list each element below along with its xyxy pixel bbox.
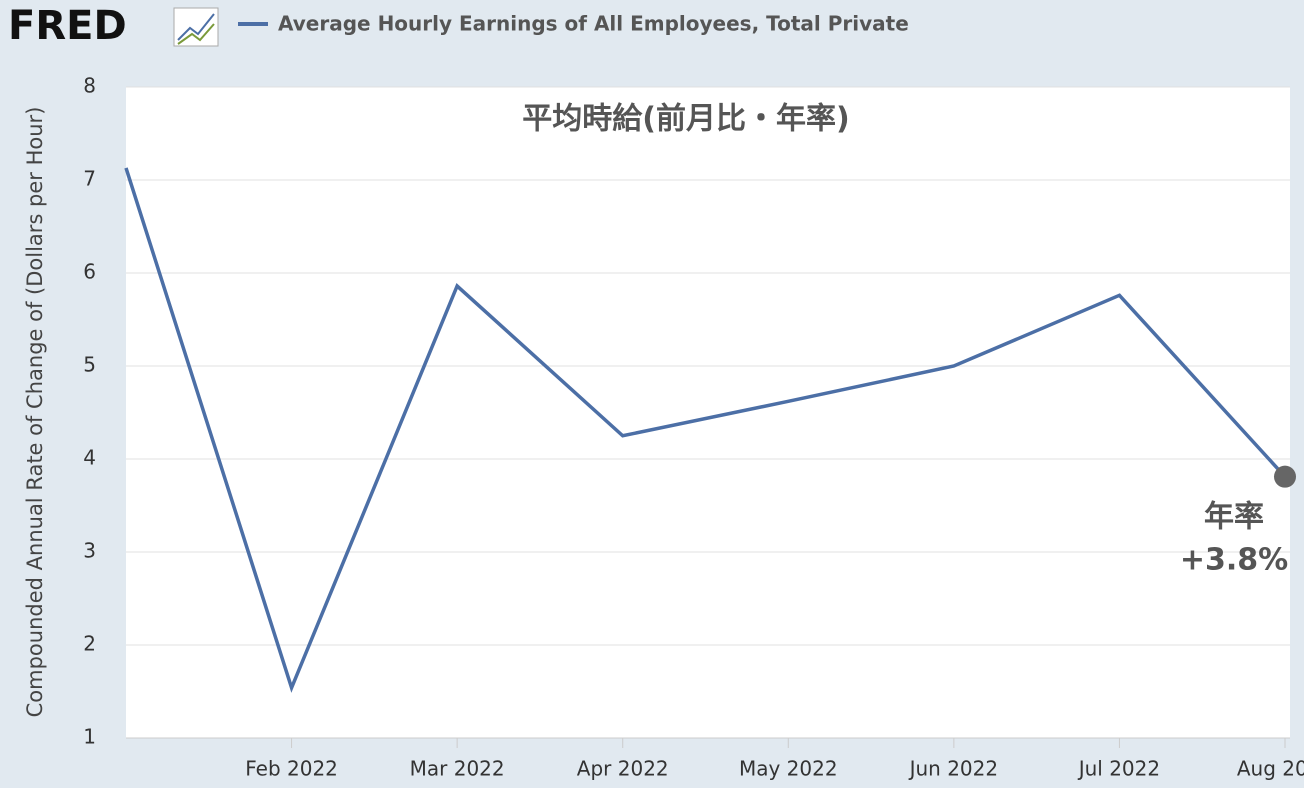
series-line <box>124 167 1287 693</box>
x-tick-label: Apr 2022 <box>577 757 669 781</box>
logo: FRED <box>8 3 127 49</box>
y-tick-label: 4 <box>83 446 96 470</box>
x-tick-label: Jun 2022 <box>908 757 999 781</box>
annotation: 年率 <box>1204 500 1264 535</box>
y-tick-label: 8 <box>83 74 96 98</box>
x-tick-label: Aug 2022 <box>1237 757 1304 781</box>
annotation: +3.8% <box>1180 543 1288 578</box>
legend-label: Average Hourly Earnings of All Employees… <box>278 12 909 36</box>
y-tick-label: 1 <box>83 725 96 749</box>
x-tick-label: Mar 2022 <box>410 757 505 781</box>
y-axis-label: Compounded Annual Rate of Change of (Dol… <box>23 107 47 718</box>
logo-icon <box>173 7 219 47</box>
x-tick-label: May 2022 <box>739 757 838 781</box>
end-marker <box>1274 465 1296 488</box>
y-tick-label: 3 <box>83 539 96 563</box>
y-tick-label: 5 <box>83 353 96 377</box>
y-tick-label: 7 <box>83 167 96 191</box>
x-tick-label: Feb 2022 <box>245 757 338 781</box>
y-tick-label: 6 <box>83 260 96 284</box>
chart-title: 平均時給(前月比・年率) <box>522 102 849 137</box>
plot-area <box>126 87 1290 738</box>
x-tick-label: Jul 2022 <box>1077 757 1160 781</box>
y-tick-label: 2 <box>83 632 96 656</box>
